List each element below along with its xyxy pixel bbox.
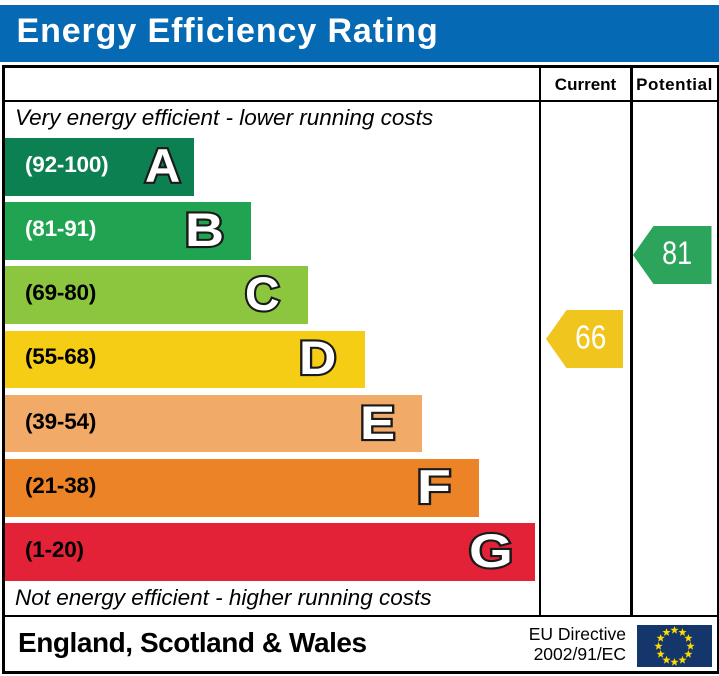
svg-text:66: 66 xyxy=(575,319,606,356)
svg-text:81: 81 xyxy=(662,236,692,272)
